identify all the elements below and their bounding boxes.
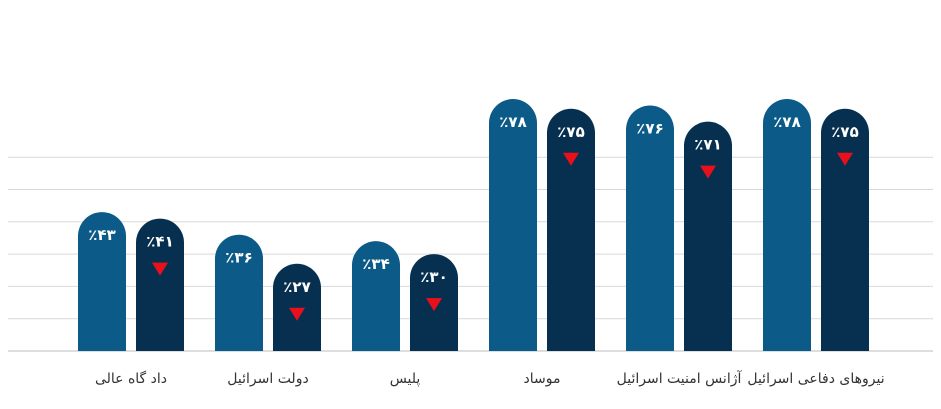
decrease-marker-5 [837,152,853,166]
decrease-marker-4 [700,165,716,179]
data-label-second-1: ٪۲۷ [283,278,310,296]
data-label-first-3: ٪۷۸ [499,113,526,131]
bar-first-4 [626,105,674,351]
data-label-first-2: ٪۳۴ [362,255,389,273]
category-label-1: دولت اسرائیل [227,371,308,387]
bar-second-0 [136,218,184,351]
bar-second-4 [684,121,732,351]
category-label-5: نیروهای دفاعی اسرائیل [747,371,884,387]
data-label-second-3: ٪۷۵ [557,123,584,141]
data-label-second-4: ٪۷۱ [694,136,721,154]
data-label-second-0: ٪۴۱ [146,233,173,251]
bar-first-1 [215,234,263,351]
data-label-first-4: ٪۷۶ [636,120,663,138]
category-label-4: آژانس امنیت اسرائیل [617,370,743,387]
category-labels: داد گاه عالی دولت اسرائیل پلیس موساد آژانس ا… [95,370,885,387]
bar-second-5 [821,108,869,351]
bar-first-3 [489,99,537,351]
category-label-0: داد گاه عالی [95,370,167,387]
decrease-marker-2 [426,298,442,312]
data-label-second-5: ٪۷۵ [831,123,858,141]
data-label-first-0: ٪۴۳ [88,226,115,244]
category-label-3: موساد [524,371,561,387]
decrease-marker-0 [152,262,168,276]
decrease-marker-3 [563,152,579,166]
data-label-first-5: ٪۷۸ [773,113,800,131]
decrease-marker-1 [289,307,305,321]
data-label-first-1: ٪۳۶ [225,249,252,267]
bar-first-0 [78,212,126,351]
bars: ٪۴۳ ٪۴۱ ٪۳۶ ٪۲۷ ٪۳۴ ٪۳۰ ٪۷۸ ٪۷۵ ٪۷۶ ٪۷۱ ٪۷۸ ٪۷۵ [78,99,869,351]
bar-first-5 [763,99,811,351]
data-label-second-2: ٪۳۰ [420,268,447,286]
bar-second-1 [273,263,321,351]
bar-second-3 [547,108,595,351]
bar-first-2 [352,241,400,351]
category-label-2: پلیس [390,371,421,387]
